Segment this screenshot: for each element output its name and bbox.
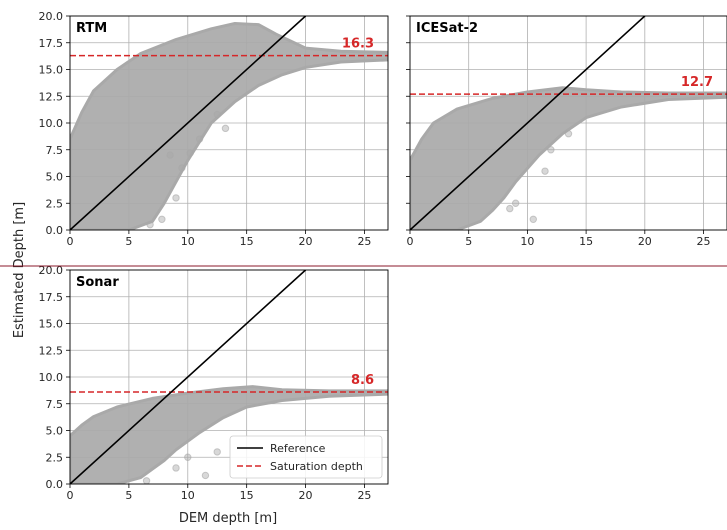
x-tick-label: 20 (299, 235, 313, 248)
y-tick-label: 0.0 (46, 224, 64, 237)
panel-sonar: 0 5 10 15 20 25 0.0 2.5 5.0 7.5 10.0 12.5 15.0 17.5 20… (39, 264, 389, 502)
y-tick-label: 20.0 (39, 264, 64, 277)
y-tick-label: 2.5 (46, 197, 64, 210)
panel-title: ICESat-2 (416, 21, 478, 36)
scatter-outlier (178, 164, 186, 172)
x-tick-label: 25 (357, 489, 371, 502)
y-tick-label: 2.5 (46, 451, 64, 464)
legend: Reference Saturation depth (229, 435, 383, 479)
reference-line (70, 270, 307, 484)
x-tick-label: 15 (579, 235, 593, 248)
panels: 0 5 10 15 20 25 0.0 2.5 5.0 7.5 10.0 12.5 15.0 17.5 20… (39, 10, 727, 502)
y-tick-label: 10.0 (39, 371, 64, 384)
scatter-outlier (184, 453, 192, 461)
scatter-outlier (511, 199, 520, 207)
y-tick-label: 7.5 (46, 144, 64, 157)
reference-line (410, 16, 646, 230)
y-tick-label: 17.5 (39, 37, 64, 50)
scatter-cloud (70, 22, 388, 230)
scatter-outlier (547, 146, 555, 154)
y-tick-label: 7.5 (46, 398, 64, 411)
x-tick-label: 15 (240, 489, 254, 502)
y-tick-label: 20.0 (39, 10, 64, 23)
scatter-outlier (172, 464, 180, 472)
legend-box (229, 435, 383, 479)
y-tick-label: 15.0 (39, 64, 64, 77)
scatter-outlier (158, 215, 166, 224)
legend-reference-label: Reference (270, 442, 326, 455)
x-tick-label: 10 (181, 235, 195, 248)
scatter-outlier (564, 130, 573, 138)
reference-line (70, 16, 307, 230)
scatter-outlier (541, 167, 549, 175)
saturation-label: 16.3 (342, 37, 374, 52)
scatter-outlier (146, 220, 154, 229)
y-axis-title: Estimated Depth [m] (12, 202, 27, 338)
scatter-outlier (201, 471, 210, 480)
y-tick-label: 10.0 (39, 117, 64, 130)
x-tick-label: 25 (697, 235, 711, 248)
x-tick-label: 10 (181, 489, 195, 502)
x-tick-label: 0 (67, 235, 74, 248)
saturation-label: 12.7 (681, 75, 713, 90)
x-tick-label: 20 (638, 235, 652, 248)
y-tick-label: 0.0 (46, 478, 64, 491)
scatter-outlier (221, 124, 230, 133)
x-tick-label: 5 (125, 489, 132, 502)
scatter-outlier (529, 215, 537, 224)
scatter-outlier (166, 151, 174, 159)
panel-icesat2: 0 5 10 15 20 25 ICESat-2 12.7 (406, 15, 727, 248)
saturation-label: 8.6 (351, 373, 374, 388)
scatter-outlier (506, 204, 514, 213)
x-tick-label: 5 (465, 235, 472, 248)
y-tick-label: 12.5 (39, 344, 64, 357)
x-tick-label: 0 (67, 489, 74, 502)
scatter-cloud (410, 86, 727, 230)
scatter-outlier (186, 149, 194, 157)
x-tick-label: 25 (357, 235, 371, 248)
y-tick-label: 15.0 (39, 318, 64, 331)
x-tick-label: 5 (125, 235, 132, 248)
x-tick-label: 15 (240, 235, 254, 248)
scatter-outlier (195, 135, 204, 143)
scatter-outlier (213, 110, 221, 119)
y-tick-label: 5.0 (46, 171, 64, 184)
scatter-points (410, 86, 727, 230)
panel-rtm: 0 5 10 15 20 25 0.0 2.5 5.0 7.5 10.0 12.5 15.0 17.5 20… (39, 10, 389, 248)
x-axis-title: DEM depth [m] (179, 511, 277, 526)
scatter-outlier (172, 194, 180, 202)
panel-title: Sonar (76, 275, 119, 290)
scatter-points (70, 22, 388, 230)
y-tick-label: 5.0 (46, 425, 64, 438)
x-tick-label: 0 (407, 235, 414, 248)
y-tick-label: 17.5 (39, 291, 64, 304)
x-tick-label: 10 (520, 235, 534, 248)
scatter-outlier (213, 448, 221, 456)
y-tick-label: 12.5 (39, 90, 64, 103)
panel-title: RTM (76, 21, 107, 36)
x-tick-label: 20 (299, 489, 313, 502)
legend-saturation-label: Saturation depth (270, 460, 363, 473)
scatter-outlier (142, 477, 151, 484)
